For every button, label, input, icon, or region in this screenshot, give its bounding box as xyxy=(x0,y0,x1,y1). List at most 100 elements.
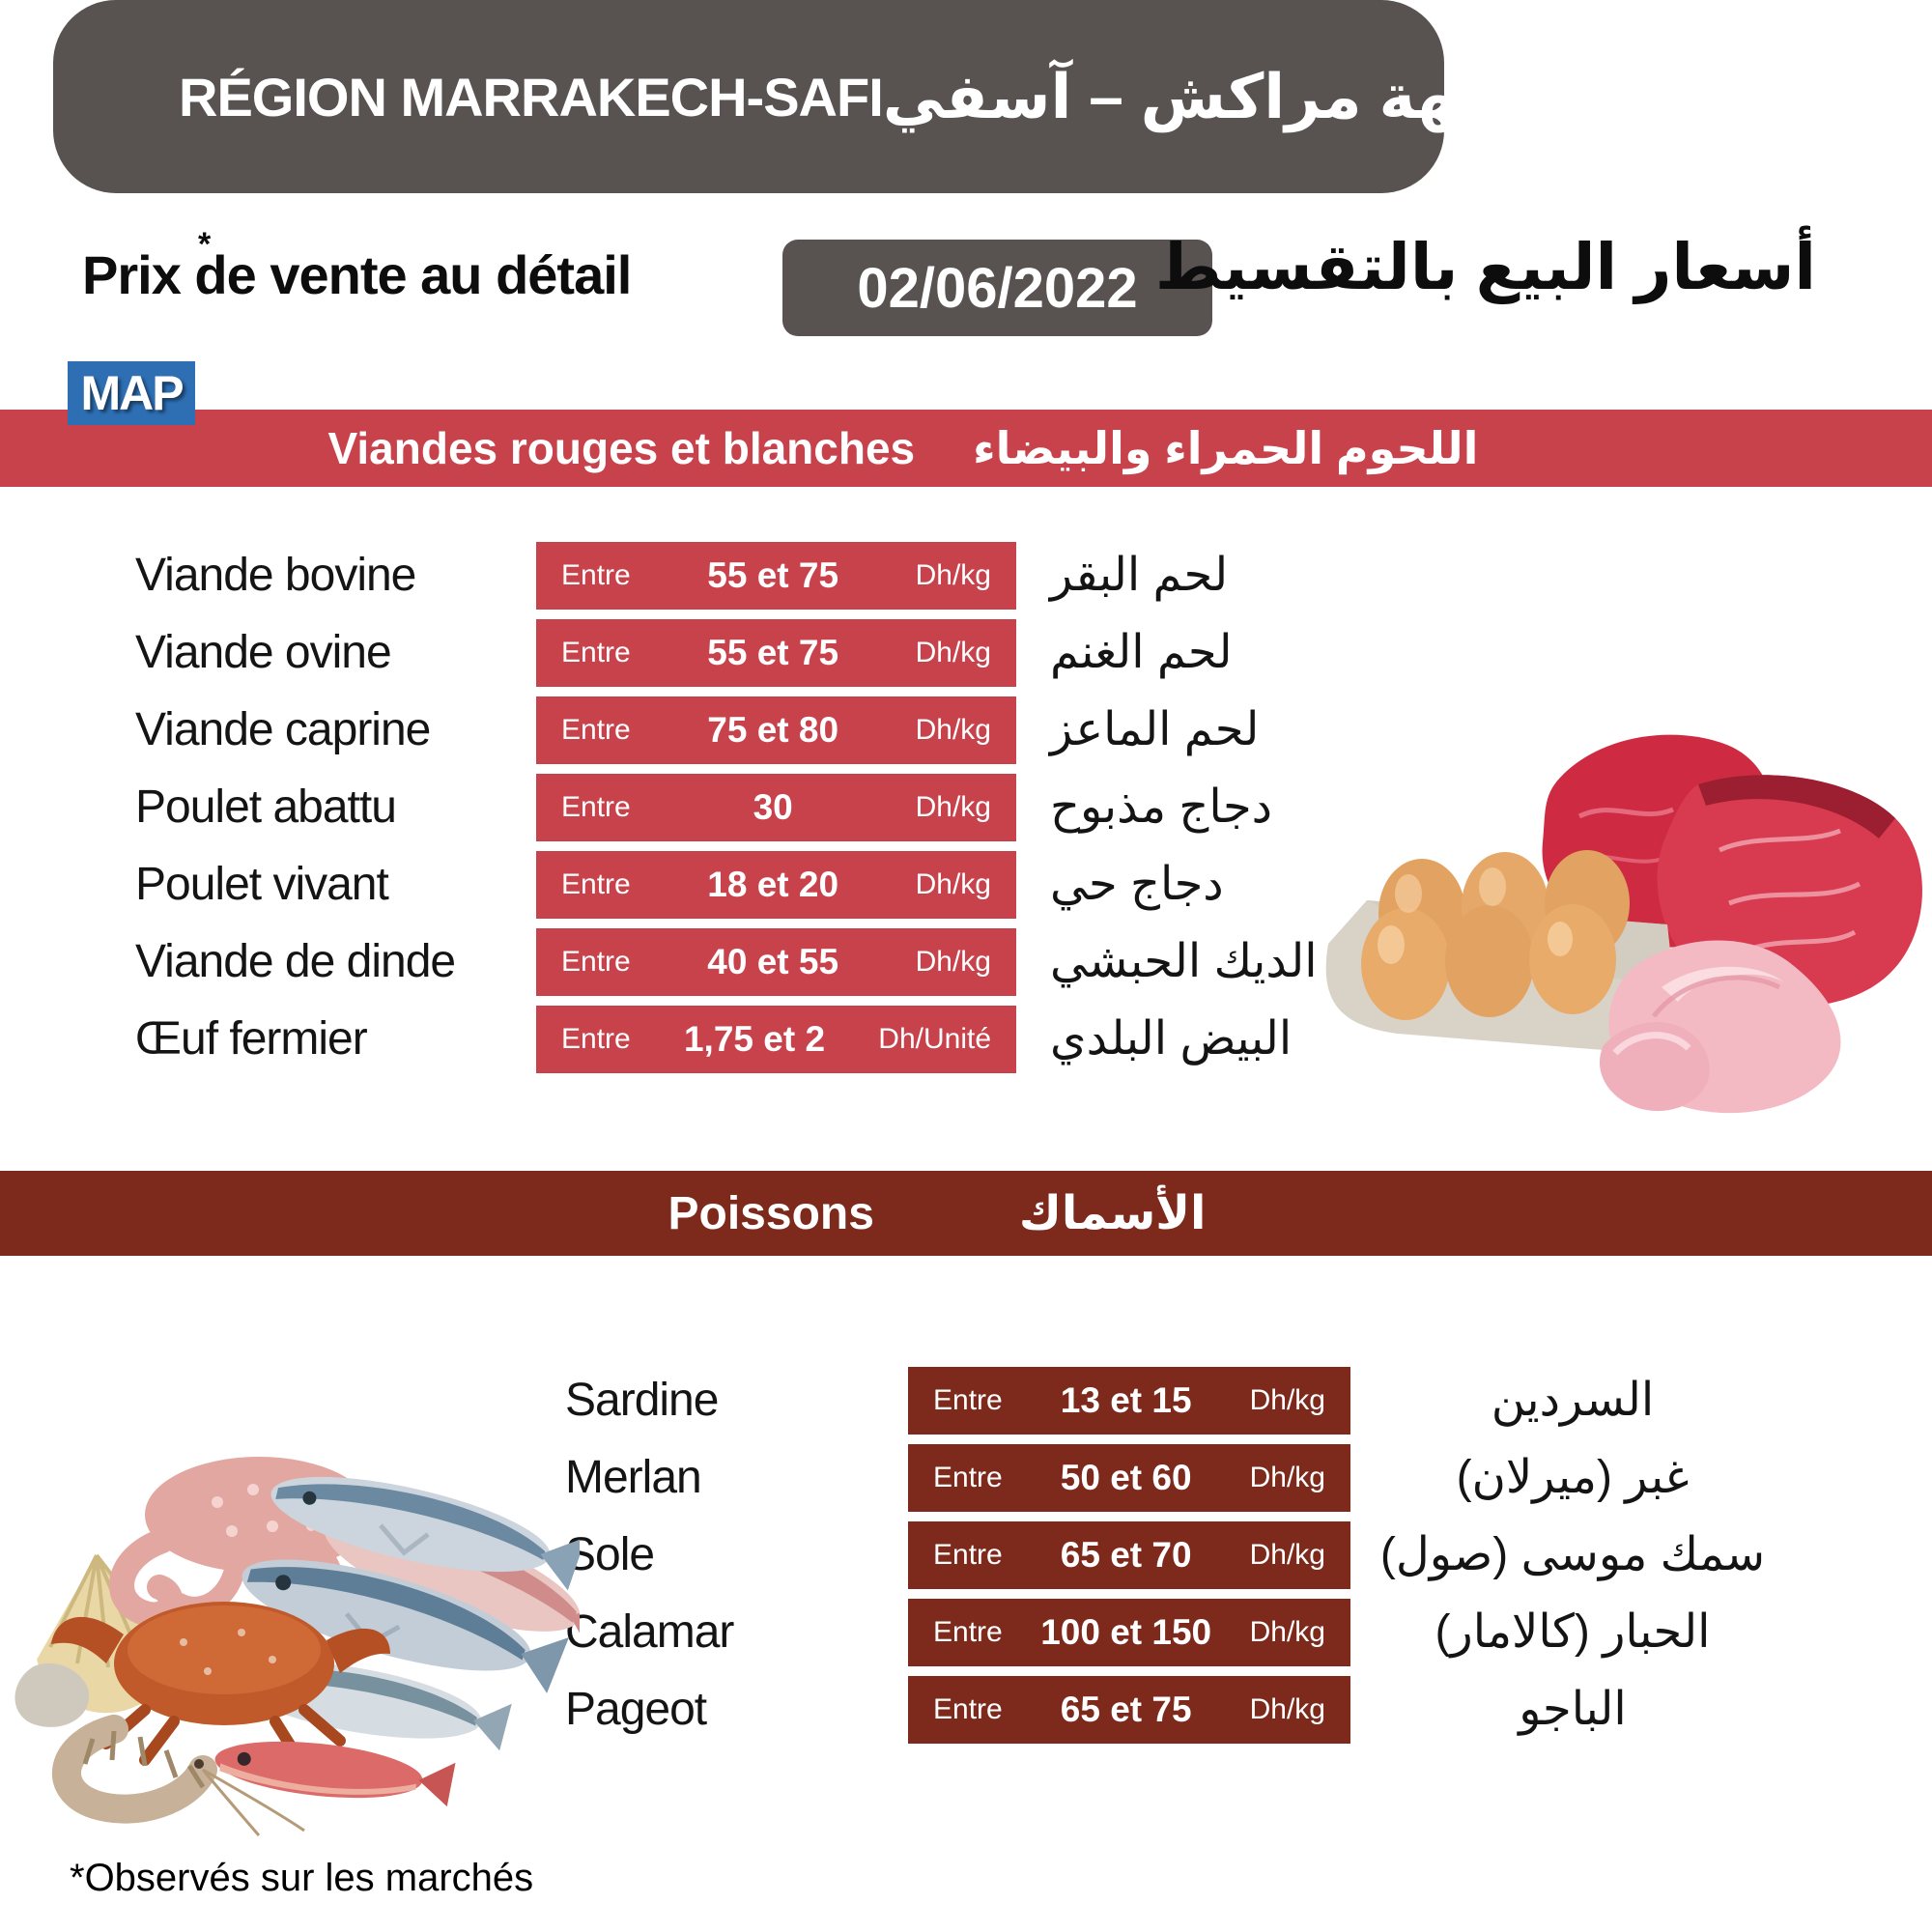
price-value: 30 xyxy=(753,787,793,827)
price-prefix: Entre xyxy=(933,1462,1003,1493)
price-unit: Dh/kg xyxy=(1249,1462,1325,1493)
section-banner-poissons-ar: الأسماك xyxy=(1018,1188,1207,1239)
date-badge: 02/06/2022 xyxy=(782,240,1212,336)
product-name-fr: Poulet abattu xyxy=(135,781,397,833)
table-row: Viande caprine Entre 75 et 80 Dh/kg لحم … xyxy=(0,692,1932,769)
price-unit: Dh/kg xyxy=(1249,1693,1325,1725)
section-banner-poissons-fr: Poissons xyxy=(668,1187,874,1239)
price-value: 50 et 60 xyxy=(1060,1458,1192,1497)
product-name-fr: Viande bovine xyxy=(135,550,416,601)
meat-eggs-image xyxy=(1325,734,1922,1114)
price-unit: Dh/kg xyxy=(915,946,991,978)
price-unit: Dh/kg xyxy=(1249,1539,1325,1571)
product-name-fr: Œuf fermier xyxy=(135,1013,368,1065)
product-name-fr: Sole xyxy=(565,1529,655,1580)
price-prefix: Entre xyxy=(933,1616,1003,1648)
price-unit: Dh/kg xyxy=(915,559,991,591)
section-banner-viandes: Viandes rouges et blanches اللحوم الحمرا… xyxy=(0,410,1932,487)
price-badge: Entre 1,75 et 2 Dh/Unité xyxy=(536,1006,1016,1073)
product-name-fr: Calamar xyxy=(565,1606,734,1658)
table-row: Œuf fermier Entre 1,75 et 2 Dh/Unité الب… xyxy=(0,1001,1932,1078)
price-prefix: Entre xyxy=(933,1384,1003,1416)
page-title-ar: أسعار البيع بالتقسيط xyxy=(1154,231,1816,302)
price-badge: Entre 55 et 75 Dh/kg xyxy=(536,619,1016,687)
product-name-ar: الديك الحبشي xyxy=(1050,936,1318,988)
product-name-ar: سمك موسى (صول) xyxy=(1379,1529,1766,1581)
product-name-fr: Viande ovine xyxy=(135,627,392,678)
price-prefix: Entre xyxy=(561,946,631,978)
meat-price-table: Viande bovine Entre 55 et 75 Dh/kg لحم ا… xyxy=(0,537,1932,1078)
price-unit: Dh/kg xyxy=(1249,1384,1325,1416)
page-title-fr: Prix de vente au détail * xyxy=(82,226,632,306)
table-row: Poulet abattu Entre 30 Dh/kg دجاج مذبوح xyxy=(0,769,1932,846)
product-name-fr: Pageot xyxy=(565,1684,707,1735)
page-title-fr-text: Prix de vente au détail xyxy=(82,244,632,305)
section-banner-viandes-fr: Viandes rouges et blanches xyxy=(327,423,916,473)
price-badge: Entre 40 et 55 Dh/kg xyxy=(536,928,1016,996)
table-row: Viande ovine Entre 55 et 75 Dh/kg لحم ال… xyxy=(0,614,1932,692)
price-prefix: Entre xyxy=(561,1023,631,1055)
footnote: *Observés sur les marchés xyxy=(70,1857,534,1899)
price-badge: Entre 50 et 60 Dh/kg xyxy=(908,1444,1350,1512)
price-unit: Dh/kg xyxy=(915,868,991,900)
price-prefix: Entre xyxy=(561,868,631,900)
product-name-ar: الباجو xyxy=(1519,1684,1627,1736)
price-value: 1,75 et 2 xyxy=(683,1019,826,1059)
table-row: Sole Entre 65 et 70 Dh/kg سمك موسى (صول) xyxy=(0,1517,1932,1594)
price-prefix: Entre xyxy=(561,714,631,746)
price-badge: Entre 13 et 15 Dh/kg xyxy=(908,1367,1350,1435)
price-value: 100 et 150 xyxy=(1040,1612,1212,1652)
price-badge: Entre 30 Dh/kg xyxy=(536,774,1016,841)
table-row: Sardine Entre 13 et 15 Dh/kg السردين xyxy=(0,1362,1932,1439)
price-value: 65 et 70 xyxy=(1060,1535,1192,1575)
map-logo: MAP xyxy=(68,361,195,425)
table-row: Merlan Entre 50 et 60 Dh/kg غبر (ميرلان) xyxy=(0,1439,1932,1517)
seafood-image xyxy=(14,1457,580,1836)
price-badge: Entre 65 et 75 Dh/kg xyxy=(908,1676,1350,1744)
product-name-ar: لحم الماعز xyxy=(1050,704,1260,756)
product-name-ar: السردين xyxy=(1491,1375,1655,1427)
product-name-ar: لحم البقر xyxy=(1050,550,1229,602)
table-row: Calamar Entre 100 et 150 Dh/kg الحبار (ك… xyxy=(0,1594,1932,1671)
product-name-ar: دجاج حي xyxy=(1050,859,1224,911)
product-name-ar: الحبار (كالامار) xyxy=(1435,1606,1711,1659)
table-row: Poulet vivant Entre 18 et 20 Dh/kg دجاج … xyxy=(0,846,1932,923)
product-name-fr: Sardine xyxy=(565,1375,719,1426)
region-title-ar: جهة مراكش – آسفي xyxy=(882,61,1502,131)
price-unit: Dh/kg xyxy=(915,637,991,668)
product-name-fr: Merlan xyxy=(565,1452,702,1503)
price-value: 18 et 20 xyxy=(707,865,839,904)
price-value: 13 et 15 xyxy=(1060,1380,1192,1420)
price-value: 55 et 75 xyxy=(707,633,839,672)
price-prefix: Entre xyxy=(561,637,631,668)
product-name-fr: Poulet vivant xyxy=(135,859,389,910)
price-badge: Entre 100 et 150 Dh/kg xyxy=(908,1599,1350,1666)
fish-price-table: Sardine Entre 13 et 15 Dh/kg السردين Mer… xyxy=(0,1362,1932,1748)
header-bar: RÉGION MARRAKECH-SAFI جهة مراكش – آسفي xyxy=(53,0,1502,193)
price-value: 40 et 55 xyxy=(707,942,839,981)
product-name-ar: لحم الغنم xyxy=(1050,627,1233,679)
region-title-fr: RÉGION MARRAKECH-SAFI xyxy=(179,66,884,128)
price-prefix: Entre xyxy=(561,559,631,591)
price-prefix: Entre xyxy=(561,791,631,823)
price-prefix: Entre xyxy=(933,1693,1003,1725)
price-badge: Entre 55 et 75 Dh/kg xyxy=(536,542,1016,610)
footnote-asterisk: * xyxy=(198,226,211,263)
table-row: Pageot Entre 65 et 75 Dh/kg الباجو xyxy=(0,1671,1932,1748)
price-unit: Dh/kg xyxy=(1249,1616,1325,1648)
price-badge: Entre 18 et 20 Dh/kg xyxy=(536,851,1016,919)
product-name-ar: البيض البلدي xyxy=(1050,1013,1293,1065)
table-row: Viande bovine Entre 55 et 75 Dh/kg لحم ا… xyxy=(0,537,1932,614)
price-value: 65 et 75 xyxy=(1060,1690,1192,1729)
price-value: 75 et 80 xyxy=(707,710,839,750)
product-name-fr: Viande caprine xyxy=(135,704,431,755)
price-unit: Dh/kg xyxy=(915,791,991,823)
price-unit: Dh/Unité xyxy=(878,1023,991,1055)
price-badge: Entre 75 et 80 Dh/kg xyxy=(536,696,1016,764)
table-row: Viande de dinde Entre 40 et 55 Dh/kg الد… xyxy=(0,923,1932,1001)
price-badge: Entre 65 et 70 Dh/kg xyxy=(908,1521,1350,1589)
product-name-ar: دجاج مذبوح xyxy=(1050,781,1273,834)
price-prefix: Entre xyxy=(933,1539,1003,1571)
section-banner-viandes-ar: اللحوم الحمراء والبيضاء xyxy=(973,423,1479,473)
